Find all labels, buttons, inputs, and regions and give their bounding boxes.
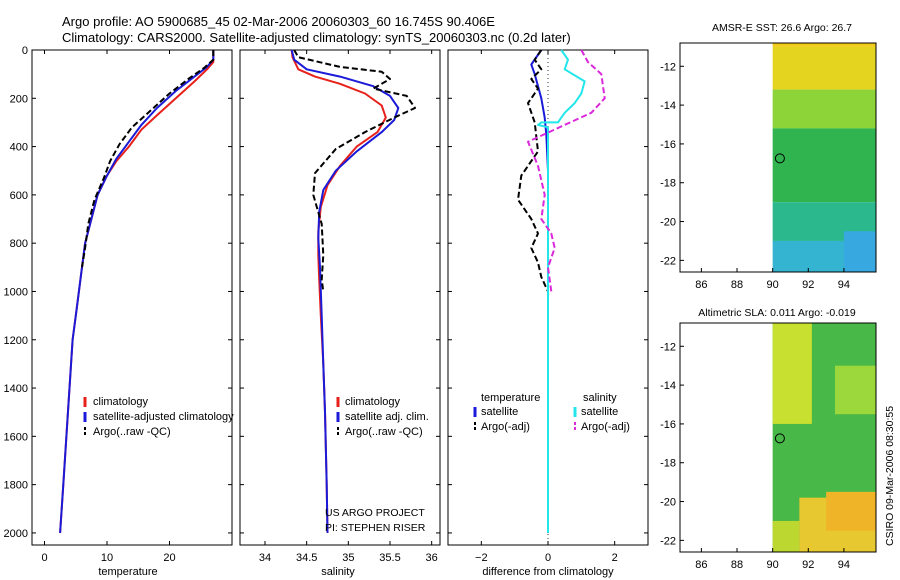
salinity-xtick-label: 36 [426,552,438,564]
salinity-axes-frame [239,49,441,546]
difference-xtick-label: −2 [475,552,488,564]
salinity-xtick-label: 35 [342,552,354,564]
difference-series-salinity-argo-adj- [527,49,606,292]
sst-map-border [679,42,877,273]
legend-temp-argo: Argo(-adj) [481,421,530,433]
depth-ytick-label: 1600 [4,431,28,443]
sla-lat-label: -12 [660,341,676,353]
legend-sal-climatology: climatology [345,396,401,408]
sla-field-patch [826,491,876,531]
salinity-series-argo-raw-qc- [293,49,416,292]
sla-lat-label: -20 [660,497,676,509]
legend-header-temperature: temperature [481,392,540,404]
depth-ytick-label: 1000 [4,286,28,298]
depth-ytick-label: 0 [22,45,28,57]
salinity-series-satellite-adj-clim- [290,49,400,533]
sst-lon-label: 92 [802,279,814,291]
legend-sal-argo-diff: Argo(-adj) [581,421,630,433]
csiro-timestamp: CSIRO 09-Mar-2006 08:30:55 [884,406,896,546]
depth-ytick-label: 1200 [4,335,28,347]
project-label: US ARGO PROJECT [325,507,425,519]
sst-lat-label: -16 [660,139,676,151]
sst-lon-label: 88 [731,279,743,291]
sla-lon-label: 90 [767,559,779,571]
legend-sal-argo: Argo(..raw -QC) [345,426,423,438]
sla-lon-label: 94 [838,559,850,571]
temperature-xtick-label: 0 [41,552,47,564]
difference-xlabel: difference from climatology [482,566,614,578]
salinity-profile-panel: 34 34.5 35 35.5 36 salinity climatology sate… [239,49,441,578]
sst-lat-label: -18 [660,178,676,190]
sst-lon-label: 86 [695,279,707,291]
depth-ytick-label: 600 [10,190,28,202]
sla-lat-label: -14 [660,380,676,392]
temperature-xlabel: temperature [98,566,157,578]
salinity-xtick-label: 35.5 [379,552,400,564]
sla-lon-label: 92 [802,559,814,571]
header-line-1: Argo profile: AO 5900685_45 02-Mar-2006 … [62,14,495,29]
sst-lat-label: -22 [660,255,676,267]
difference-legend: temperature salinity satellite Argo(-adj… [473,392,630,433]
sla-lat-label: -22 [660,535,676,547]
sla-map-title: Altimetric SLA: 0.011 Argo: -0.019 [698,307,856,319]
salinity-xtick-label: 34 [259,552,271,564]
depth-ytick-label: 2000 [4,528,28,540]
sla-lon-label: 88 [731,559,743,571]
sst-field-patch [772,46,876,90]
difference-xtick-label: 0 [545,552,551,564]
temperature-series-argo-raw-qc- [81,50,215,268]
temperature-xtick-label: 20 [163,552,175,564]
legend-sal-satellite: satellite adj. clim. [345,411,429,423]
temperature-profile-panel: 0 10 2002004006008001000120014001600180020… [4,45,235,578]
sla-field-patch [772,323,812,424]
sla-field-patch [772,520,800,552]
legend-climatology: climatology [93,396,149,408]
sst-field-patch [772,89,876,129]
depth-ytick-label: 400 [10,142,28,154]
legend-satellite-adjusted: satellite-adjusted climatology [93,411,234,423]
depth-ytick-label: 200 [10,93,28,105]
header-line-2: Climatology: CARS2000. Satellite-adjuste… [62,30,571,45]
salinity-xtick-label: 34.5 [296,552,317,564]
sla-lat-label: -18 [660,458,676,470]
depth-ytick-label: 1800 [4,480,28,492]
legend-header-salinity: salinity [583,392,617,404]
difference-panel: −2 0 2 difference from climatology tempera… [447,49,649,578]
sst-lat-label: -20 [660,217,676,229]
sst-lon-label: 94 [838,279,850,291]
difference-series-salinity-satellite [537,49,586,533]
depth-ytick-label: 1400 [4,383,28,395]
sst-map-title: AMSR-E SST: 26.6 Argo: 26.7 [712,22,852,34]
sst-field-patch [772,43,876,47]
difference-series-temperature-argo-adj- [517,49,549,292]
sla-argo-location-marker [774,433,785,444]
sst-argo-location-marker [774,153,785,164]
temperature-xtick-label: 10 [101,552,113,564]
pi-label: PI: STEPHEN RISER [325,522,426,534]
salinity-legend: climatology satellite adj. clim. Argo(..… [336,396,429,438]
temperature-axes-frame [31,49,233,546]
sla-field-patch [835,365,876,415]
sla-map-panel: Altimetric SLA: 0.011 Argo: -0.019 86 88 9… [660,307,877,571]
sst-field-patch [843,231,876,272]
depth-ytick-label: 800 [10,238,28,250]
sst-field-patch [772,128,876,203]
sst-lat-label: -12 [660,61,676,73]
sla-map-border [679,322,877,553]
temperature-legend: climatology satellite-adjusted climatolo… [83,396,234,438]
sst-lat-label: -14 [660,100,676,112]
difference-xtick-label: 2 [612,552,618,564]
salinity-xlabel: salinity [321,566,355,578]
legend-sal-satellite-diff: satellite [581,406,618,418]
legend-argo: Argo(..raw -QC) [93,426,171,438]
sst-lon-label: 90 [767,279,779,291]
sst-map-panel: AMSR-E SST: 26.6 Argo: 26.7 86 88 90 92 94 -1… [660,22,877,291]
sla-lat-label: -16 [660,419,676,431]
legend-temp-satellite: satellite [481,406,518,418]
sla-lon-label: 86 [695,559,707,571]
